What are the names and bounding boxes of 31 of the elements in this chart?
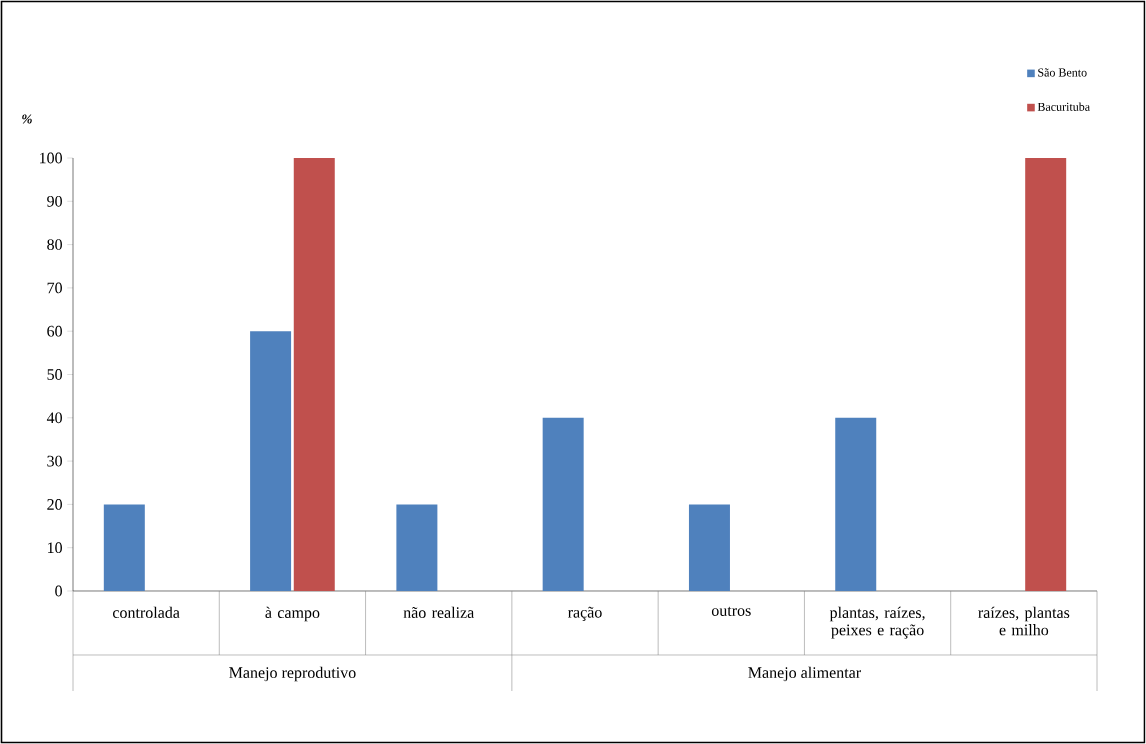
bar [293, 158, 335, 591]
bar [1025, 158, 1067, 591]
y-tick-label: 20 [47, 499, 62, 510]
text: Manejo reprodutivo [229, 666, 356, 682]
x-tick-label: raízes, plantas e milho [978, 606, 1070, 636]
bar [542, 417, 584, 591]
y-tick-label: 40 [46, 412, 62, 424]
y-tick-label: 90 [47, 195, 62, 207]
y-tick-label: 70 [47, 282, 62, 294]
y-tick-label: 0 [55, 585, 62, 597]
x-tick-label: à campo [265, 606, 320, 622]
bar [396, 504, 438, 591]
x-tick-label: controlada [112, 606, 180, 618]
x-tick-label: plantas, raízes, peixes e ração [829, 606, 925, 639]
y-tick-label: 30 [47, 455, 62, 467]
y-tick-label: 60 [47, 325, 62, 337]
y-tick-label: 50 [47, 369, 62, 380]
y-tick-label: 80 [47, 239, 62, 250]
x-tick-label: não realiza [403, 606, 475, 618]
legend-label: Bacurituba [1037, 102, 1090, 111]
bar [103, 504, 145, 591]
bar [250, 331, 292, 591]
x-tick-label: outros [711, 606, 751, 616]
text: Manejo alimentar [748, 666, 861, 682]
y-tick-label: 10 [48, 542, 62, 554]
y-axis-title: % [22, 114, 32, 124]
y-tick-label: 100 [40, 152, 62, 164]
bar [835, 417, 877, 591]
bar [688, 504, 730, 591]
x-tick-label: ração [568, 606, 602, 621]
legend-label: São Bento [1038, 68, 1087, 77]
